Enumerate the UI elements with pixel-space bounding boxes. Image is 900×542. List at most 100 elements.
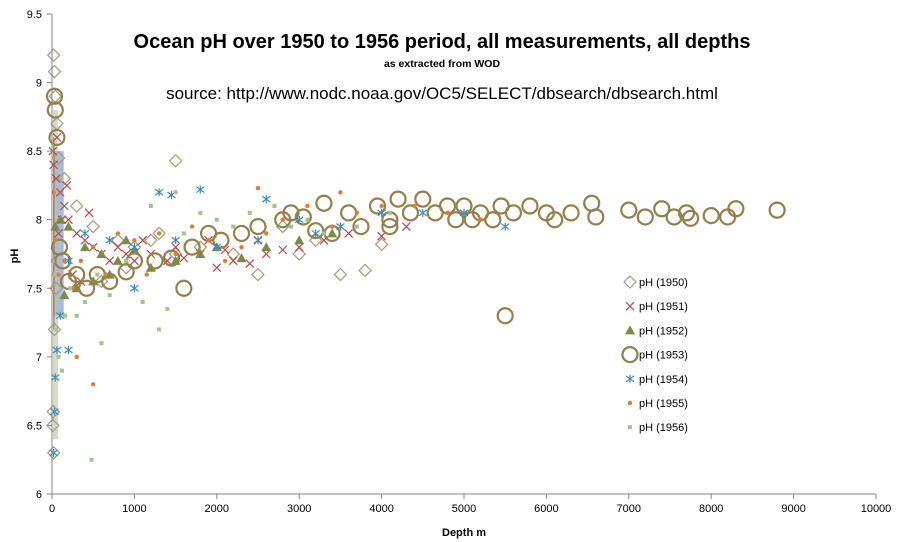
data-point-3-25 <box>340 204 358 222</box>
data-point-4-11 <box>253 236 263 245</box>
data-point-2-4 <box>96 249 107 258</box>
data-point-3-9 <box>101 272 119 291</box>
data-point-3-27 <box>368 197 387 215</box>
data-point-0-14 <box>226 247 241 261</box>
data-point-1-26 <box>377 231 387 241</box>
data-point-4-9 <box>171 236 180 245</box>
legend-label-2: pH (1952) <box>639 325 688 337</box>
data-point-3-21 <box>282 204 300 222</box>
data-point-6-24 <box>305 217 310 222</box>
data-point-5-2 <box>56 272 61 277</box>
y-tick-label-4: 8 <box>36 215 42 227</box>
data-point-3-0 <box>45 87 64 105</box>
y-axis-title: pH <box>9 249 21 264</box>
data-point-5-16 <box>239 244 244 250</box>
data-point-1-25 <box>344 229 354 238</box>
data-point-4-13 <box>336 222 345 231</box>
data-point-0-20 <box>45 418 60 433</box>
data-point-3-31 <box>414 190 432 208</box>
data-point-6-8 <box>82 300 87 304</box>
data-point-1-21 <box>261 249 271 259</box>
data-point-0-7 <box>86 219 101 234</box>
data-point-0-17 <box>333 267 348 282</box>
legend-marker-3 <box>621 346 639 364</box>
data-point-4-16 <box>459 208 469 217</box>
data-point-6-7 <box>74 313 79 318</box>
data-point-5-0 <box>51 190 56 195</box>
data-point-5-14 <box>206 238 211 243</box>
data-point-6-26 <box>354 224 359 229</box>
data-point-2-1 <box>55 214 66 224</box>
data-point-4-4 <box>55 311 65 320</box>
data-point-0-27 <box>152 226 166 241</box>
series-1955 <box>51 185 483 387</box>
y-tick-label-7: 9.5 <box>27 9 42 21</box>
data-point-6-5 <box>63 313 68 318</box>
data-point-3-51 <box>665 208 683 226</box>
data-point-0-18 <box>358 263 372 278</box>
data-point-3-6 <box>68 265 86 284</box>
data-point-1-11 <box>113 242 123 252</box>
data-point-3-54 <box>702 207 720 225</box>
chart-subtitle: as extracted from WOD <box>383 58 501 70</box>
data-point-4-6 <box>80 229 90 238</box>
data-point-5-12 <box>173 251 178 257</box>
data-point-0-10 <box>144 233 158 248</box>
data-point-5-25 <box>478 217 483 222</box>
data-point-3-38 <box>484 211 502 229</box>
data-point-6-13 <box>140 300 145 304</box>
data-point-5-10 <box>144 272 149 277</box>
data-point-3-47 <box>587 208 605 226</box>
data-point-6-9 <box>89 457 94 462</box>
data-point-5-20 <box>329 224 335 229</box>
data-point-4-21 <box>261 195 271 204</box>
data-point-5-27 <box>74 354 79 360</box>
data-point-4-14 <box>377 208 386 217</box>
data-point-4-3 <box>52 346 62 354</box>
legend-marker-1 <box>625 301 635 311</box>
data-point-6-4 <box>59 368 64 373</box>
data-point-3-17 <box>212 231 230 249</box>
data-point-4-7 <box>105 236 115 245</box>
data-point-2-2 <box>63 221 74 231</box>
data-point-1-4 <box>59 201 69 211</box>
x-tick-label-9: 9000 <box>781 503 805 515</box>
x-tick-label-5: 5000 <box>452 503 476 515</box>
data-point-4-24 <box>311 229 321 238</box>
legend-label-5: pH (1955) <box>639 398 688 410</box>
data-point-6-23 <box>288 224 293 229</box>
legend-label-1: pH (1951) <box>639 301 688 313</box>
data-point-6-18 <box>198 210 203 215</box>
data-point-4-17 <box>500 222 510 231</box>
data-point-1-23 <box>294 242 304 252</box>
data-point-3-4 <box>54 252 72 270</box>
data-point-1-16 <box>179 253 189 263</box>
data-point-5-11 <box>156 231 162 236</box>
data-point-4-0 <box>49 448 59 457</box>
x-tick-label-3: 3000 <box>287 503 311 515</box>
data-point-2-3 <box>79 242 90 252</box>
data-point-1-33 <box>138 235 148 245</box>
data-point-2-18 <box>59 290 70 300</box>
y-tick-label-1: 6.5 <box>27 420 42 432</box>
x-tick-label-1: 1000 <box>122 503 146 515</box>
series-1954 <box>49 185 510 457</box>
data-point-6-14 <box>157 327 162 332</box>
data-point-1-22 <box>278 245 288 255</box>
data-point-1-2 <box>51 174 61 183</box>
data-point-3-26 <box>352 217 370 236</box>
data-point-3-58 <box>315 194 333 212</box>
data-point-0-25 <box>94 274 109 289</box>
axes: 0 1000 2000 3000 4000 5000 6000 7000 8000 9000 100… <box>27 9 892 515</box>
data-point-1-27 <box>401 222 411 231</box>
data-point-6-1 <box>51 272 56 277</box>
data-point-3-44 <box>546 211 564 229</box>
x-tick-label-7: 7000 <box>617 503 641 515</box>
data-point-3-30 <box>401 204 420 222</box>
data-point-1-1 <box>49 160 59 170</box>
data-point-0-23 <box>47 322 62 337</box>
data-point-3-53 <box>681 209 700 227</box>
data-point-0-0 <box>46 48 61 62</box>
data-point-3-1 <box>46 101 64 119</box>
series-1950 <box>45 48 389 460</box>
